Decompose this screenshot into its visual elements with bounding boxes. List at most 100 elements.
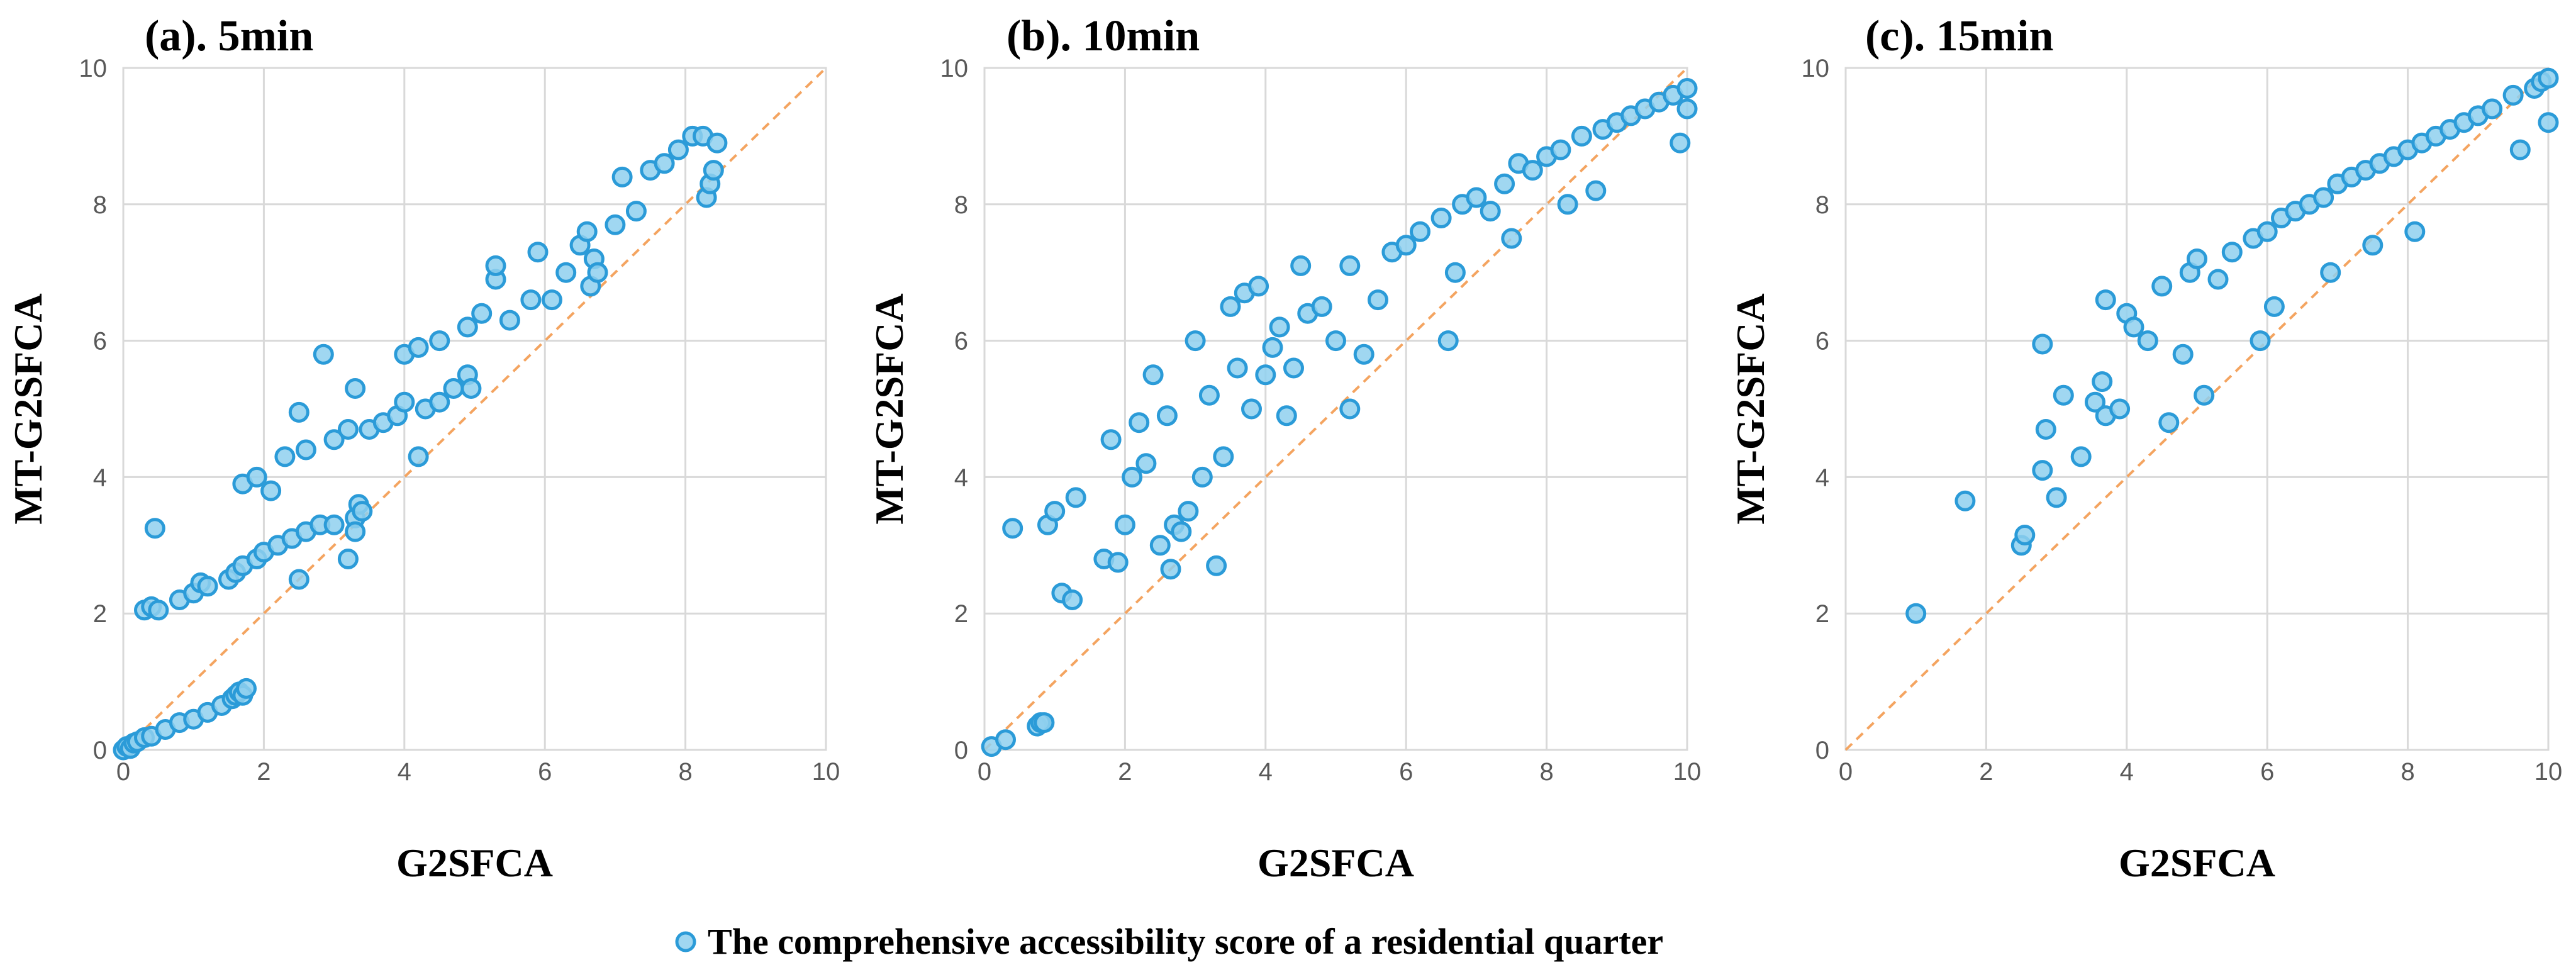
data-point [1248,276,1269,297]
data-point [2158,412,2180,433]
data-point [1571,125,1592,147]
reference-line [1844,67,2550,751]
data-point [499,310,520,331]
data-point [1325,330,1346,352]
data-point [408,337,429,358]
y-axis-label: MT-G2SFCA [867,293,912,524]
x-axis-label: G2SFCA [1257,840,1414,885]
data-point [144,518,165,539]
data-point [1905,603,1927,624]
data-point [667,139,689,160]
data-point [605,214,626,235]
x-tick-label: 2 [257,758,270,786]
data-point [2250,330,2271,352]
data-point [2482,98,2503,120]
data-point [2046,487,2067,508]
data-point [1269,316,1290,338]
chart-panel-3: 0 2 4 6 8 10 0 2 4 6 8 10 (c). 15min G2SFCA MT-G2SFCA [1728,12,2562,885]
data-point [408,446,429,467]
y-tick-label: 10 [1802,55,1830,82]
y-axis-label: MT-G2SFCA [6,293,50,524]
data-point [541,289,562,311]
y-tick-label: 6 [1815,328,1829,355]
data-point [1368,289,1388,311]
data-point [1353,343,1374,365]
x-tick-label: 6 [538,758,552,786]
y-tick-label: 4 [954,464,968,491]
data-point [706,132,728,154]
y-tick-label: 0 [1815,737,1829,764]
data-point [323,429,345,450]
data-point [1135,453,1157,474]
data-point [288,569,309,590]
chart-panel-1: 0 2 4 6 8 10 0 2 4 6 8 10 (a). 5min G2SFCA MT-G2SFCA [6,12,840,885]
data-point [527,242,549,263]
data-point [1100,429,1122,450]
data-point [1160,559,1181,580]
data-point [313,343,334,365]
data-point [1241,398,1262,420]
data-point [1262,337,1283,358]
x-tick-label: 4 [398,758,411,786]
data-point [1676,78,1698,99]
data-point [2404,221,2426,242]
data-point [2221,242,2243,263]
chart-title: (a). 5min [145,12,313,60]
y-tick-label: 0 [93,737,107,764]
x-tick-label: 10 [1673,758,1702,786]
data-point [2502,84,2524,106]
data-point [2538,112,2559,133]
reference-line [983,67,1688,751]
data-point [2092,371,2113,393]
data-point [1339,255,1361,276]
data-point [2194,384,2215,406]
data-point [654,153,675,174]
data-point [1676,98,1698,120]
data-point [2123,316,2144,338]
data-point [460,378,482,399]
data-point [148,600,169,621]
data-point [1034,712,1055,734]
data-point [1198,384,1220,406]
data-point [1171,521,1192,542]
y-tick-label: 2 [954,600,968,628]
chart-title: (c). 15min [1865,12,2053,60]
data-point [236,678,257,699]
data-point [1410,221,1430,242]
data-point [1122,466,1143,488]
x-axis-label: G2SFCA [2119,840,2275,885]
legend-marker [675,931,696,952]
data-point [995,729,1016,751]
y-tick-label: 2 [93,600,107,628]
x-tick-label: 6 [1399,758,1413,786]
data-point [1220,296,1241,317]
data-point [1178,501,1199,522]
data-point [2263,296,2285,317]
data-point [2362,235,2384,256]
data-point [1954,490,1976,511]
y-tick-label: 2 [1815,600,1829,628]
data-point [1430,208,1452,228]
data-point [2032,333,2053,355]
data-point [1185,330,1206,352]
data-point [337,549,359,569]
data-point [1129,412,1150,433]
plot-frame [983,67,1688,751]
data-point [2320,262,2341,283]
data-point [1065,487,1086,508]
data-point [345,378,366,399]
data-point [457,316,478,338]
y-tick-label: 8 [954,191,968,219]
data-point [1670,132,1691,154]
y-tick-label: 4 [1815,464,1829,491]
plot-frame [122,67,827,751]
data-point [295,439,316,461]
y-axis-label: MT-G2SFCA [1728,293,1773,524]
x-tick-label: 2 [1118,758,1132,786]
x-tick-label: 10 [2534,758,2563,786]
x-tick-label: 0 [978,758,991,786]
data-point [1255,364,1276,386]
x-tick-label: 8 [678,758,692,786]
y-tick-label: 6 [954,328,968,355]
